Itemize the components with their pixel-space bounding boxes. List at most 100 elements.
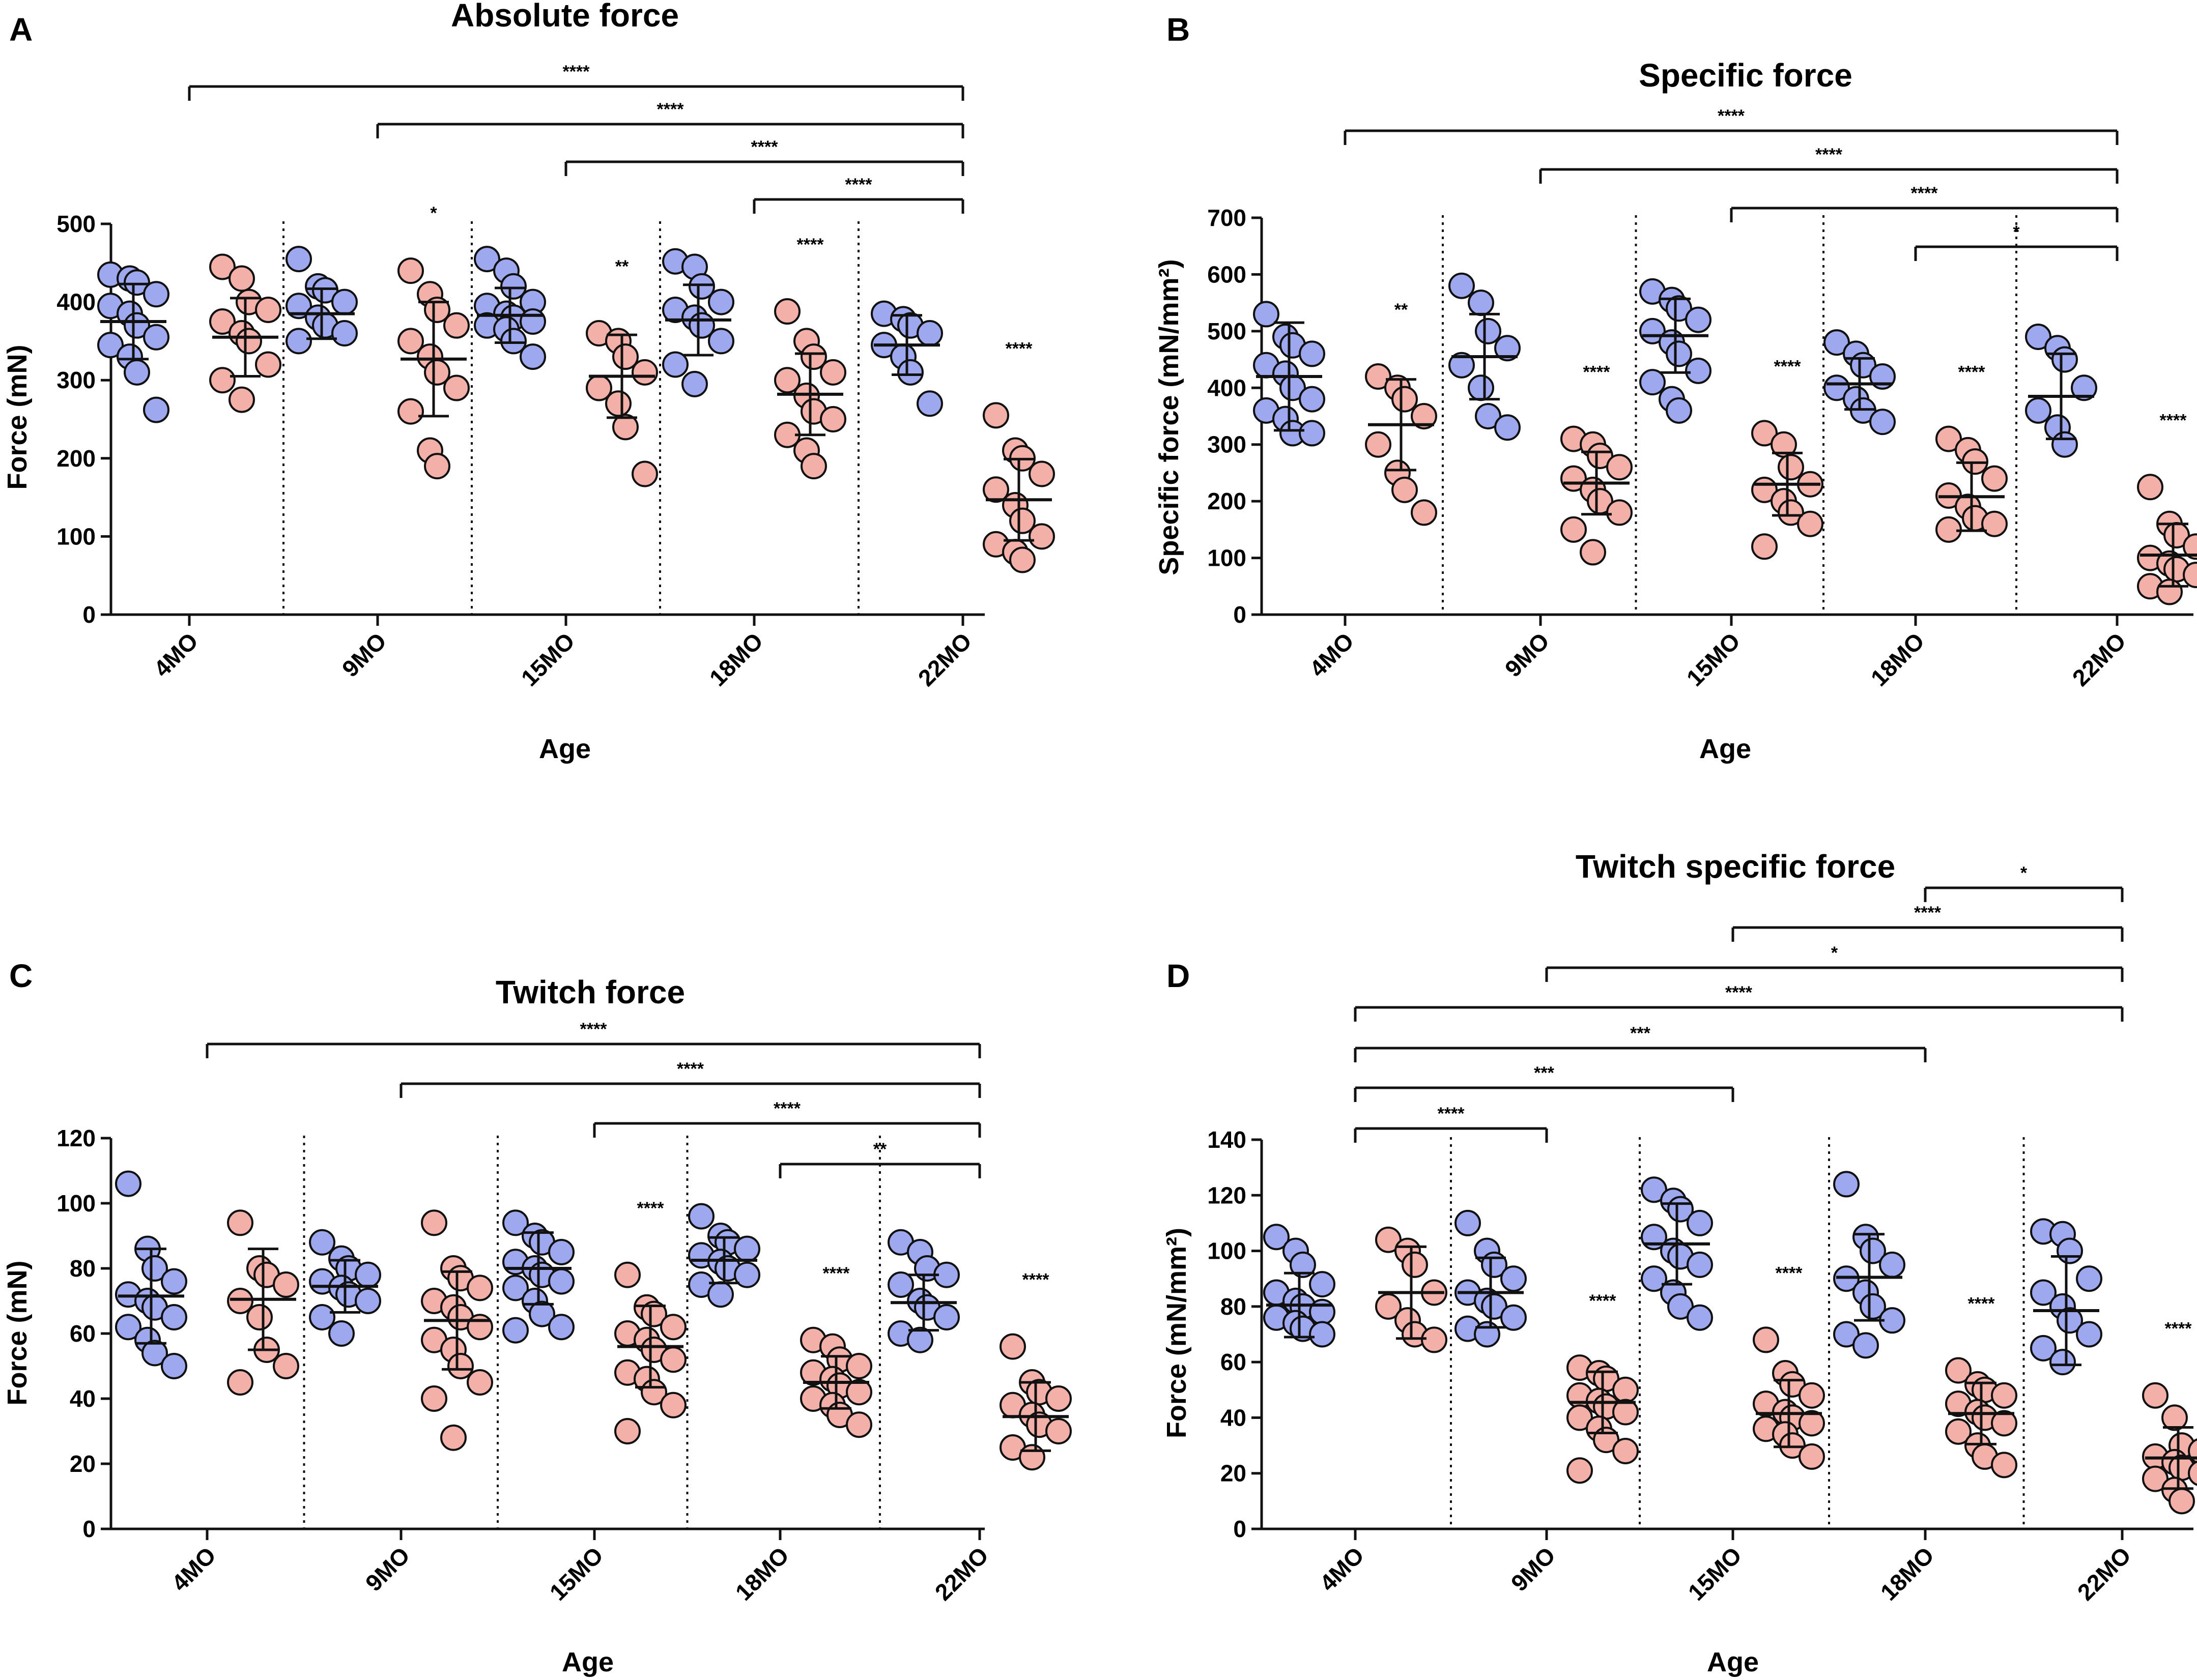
data-point-group1 bbox=[309, 1229, 335, 1256]
x-tick-label: 18MO bbox=[704, 627, 768, 691]
data-point-group2 bbox=[229, 265, 255, 292]
data-point-group2 bbox=[1981, 510, 2008, 537]
comparison-significance: **** bbox=[1725, 983, 1753, 1002]
within-significance: **** bbox=[2165, 1319, 2192, 1339]
data-point-group2 bbox=[209, 367, 236, 394]
data-point-group2 bbox=[2183, 562, 2197, 588]
data-point-group2 bbox=[1019, 1444, 1045, 1471]
data-point-group2 bbox=[1391, 476, 1418, 503]
data-point-group2 bbox=[1606, 499, 1633, 526]
data-point-group1 bbox=[1500, 1265, 1527, 1292]
data-point-group1 bbox=[2051, 431, 2078, 458]
data-point-group1 bbox=[124, 269, 150, 296]
y-tick-label: 100 bbox=[56, 1190, 96, 1216]
chart-title: Absolute force bbox=[451, 0, 679, 34]
data-point-group1 bbox=[1309, 1321, 1335, 1348]
y-axis-label: Force (mN/mm²) bbox=[1161, 1228, 1192, 1438]
data-point-group2 bbox=[1009, 546, 1036, 573]
chart-title: Specific force bbox=[1639, 57, 1852, 94]
data-point-group2 bbox=[820, 359, 846, 386]
data-point-group2 bbox=[443, 312, 470, 339]
data-point-group2 bbox=[1751, 533, 1778, 560]
y-tick-label: 40 bbox=[70, 1385, 96, 1412]
data-point-group1 bbox=[888, 1271, 914, 1298]
y-tick-label: 0 bbox=[82, 1516, 96, 1542]
x-tick-label: 9MO bbox=[1506, 1542, 1560, 1596]
data-point-group1 bbox=[1494, 414, 1521, 441]
x-tick-label: 15MO bbox=[516, 627, 580, 691]
x-tick-label: 4MO bbox=[1304, 627, 1359, 682]
data-point-group1 bbox=[1448, 352, 1475, 379]
within-significance: **** bbox=[823, 1264, 850, 1283]
data-point-group2 bbox=[2156, 578, 2183, 605]
comparison-significance: ** bbox=[873, 1140, 887, 1159]
data-point-group2 bbox=[1009, 507, 1036, 534]
x-tick-label: 4MO bbox=[1315, 1542, 1369, 1596]
data-point-group1 bbox=[97, 332, 124, 359]
data-point-group1 bbox=[734, 1235, 760, 1262]
y-tick-label: 500 bbox=[1207, 318, 1246, 344]
panel-letter: B bbox=[1166, 11, 1190, 48]
data-point-group2 bbox=[1411, 499, 1437, 526]
data-point-group1 bbox=[2049, 1349, 2076, 1376]
data-point-group2 bbox=[614, 1261, 641, 1288]
data-point-group2 bbox=[229, 386, 255, 413]
data-point-group1 bbox=[161, 1268, 187, 1295]
data-point-group2 bbox=[605, 390, 632, 417]
comparison-significance: **** bbox=[563, 62, 590, 81]
comparison-significance: **** bbox=[1438, 1104, 1465, 1123]
data-point-group1 bbox=[688, 1203, 715, 1230]
data-point-group2 bbox=[227, 1288, 253, 1314]
data-point-group1 bbox=[1666, 295, 1692, 322]
data-point-group2 bbox=[614, 1418, 641, 1444]
data-point-group2 bbox=[774, 367, 801, 394]
y-tick-label: 100 bbox=[56, 523, 96, 549]
data-point-group1 bbox=[328, 1320, 355, 1347]
data-point-group2 bbox=[236, 328, 262, 355]
data-point-group1 bbox=[1860, 1293, 1886, 1320]
data-point-group2 bbox=[1029, 523, 1055, 550]
data-point-group2 bbox=[1029, 460, 1055, 487]
data-point-group2 bbox=[1991, 1382, 2017, 1409]
comparison-significance: **** bbox=[1718, 106, 1745, 126]
data-point-group2 bbox=[1411, 403, 1437, 429]
comparison-significance: **** bbox=[1815, 145, 1843, 164]
data-point-group2 bbox=[209, 253, 236, 280]
data-point-group2 bbox=[1375, 1293, 1402, 1320]
data-point-group2 bbox=[1365, 363, 1391, 390]
within-significance: **** bbox=[1589, 1291, 1617, 1311]
x-tick-label: 18MO bbox=[1866, 627, 1929, 691]
data-point-group1 bbox=[2025, 397, 2051, 424]
data-point-group1 bbox=[500, 328, 527, 355]
data-point-group1 bbox=[933, 1304, 960, 1330]
data-point-group2 bbox=[1612, 1376, 1639, 1403]
y-tick-label: 400 bbox=[1207, 374, 1246, 401]
data-point-group1 bbox=[2057, 1237, 2083, 1264]
comparison-significance: **** bbox=[1914, 903, 1942, 922]
data-point-group2 bbox=[424, 453, 450, 480]
data-point-group2 bbox=[1421, 1326, 1447, 1353]
data-point-group2 bbox=[424, 296, 450, 323]
data-point-group2 bbox=[1560, 516, 1587, 543]
x-tick-label: 15MO bbox=[1683, 1542, 1747, 1605]
data-point-group2 bbox=[660, 1314, 687, 1341]
comparison-significance: * bbox=[2020, 863, 2028, 883]
data-point-group2 bbox=[447, 1353, 474, 1379]
comparison-significance: * bbox=[2013, 222, 2020, 242]
data-point-group2 bbox=[273, 1353, 299, 1379]
data-point-group2 bbox=[612, 343, 639, 370]
y-tick-label: 20 bbox=[1220, 1460, 1246, 1487]
data-point-group1 bbox=[355, 1288, 381, 1314]
data-point-group1 bbox=[309, 1304, 335, 1330]
within-significance: **** bbox=[797, 235, 824, 254]
data-point-group2 bbox=[1799, 1382, 1825, 1409]
data-point-group2 bbox=[801, 453, 827, 480]
data-point-group2 bbox=[820, 406, 846, 432]
data-point-group1 bbox=[1641, 1265, 1667, 1292]
data-point-group2 bbox=[612, 414, 639, 441]
data-point-group2 bbox=[1945, 1357, 1972, 1384]
data-point-group1 bbox=[474, 246, 500, 273]
data-point-group2 bbox=[1612, 1438, 1639, 1464]
data-point-group1 bbox=[143, 324, 169, 351]
data-point-group1 bbox=[2076, 1265, 2102, 1292]
